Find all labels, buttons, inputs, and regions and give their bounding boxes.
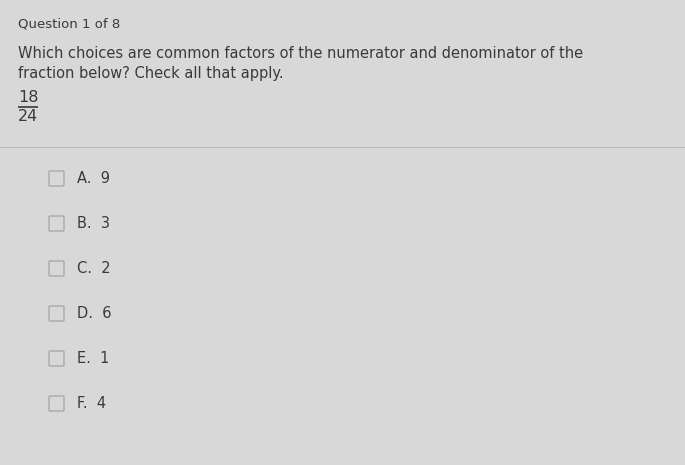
FancyBboxPatch shape — [49, 306, 64, 321]
Text: Which choices are common factors of the numerator and denominator of the: Which choices are common factors of the … — [18, 46, 583, 61]
Text: Question 1 of 8: Question 1 of 8 — [18, 18, 121, 31]
Text: E.  1: E. 1 — [77, 351, 110, 366]
Text: F.  4: F. 4 — [77, 396, 106, 411]
Text: fraction below? Check all that apply.: fraction below? Check all that apply. — [18, 66, 284, 81]
Text: D.  6: D. 6 — [77, 306, 112, 321]
FancyBboxPatch shape — [49, 171, 64, 186]
FancyBboxPatch shape — [49, 396, 64, 411]
Text: B.  3: B. 3 — [77, 216, 110, 231]
Text: A.  9: A. 9 — [77, 171, 110, 186]
Text: 24: 24 — [18, 109, 38, 124]
FancyBboxPatch shape — [49, 351, 64, 366]
Text: C.  2: C. 2 — [77, 261, 110, 276]
Text: 18: 18 — [18, 90, 38, 105]
FancyBboxPatch shape — [49, 261, 64, 276]
FancyBboxPatch shape — [49, 216, 64, 231]
